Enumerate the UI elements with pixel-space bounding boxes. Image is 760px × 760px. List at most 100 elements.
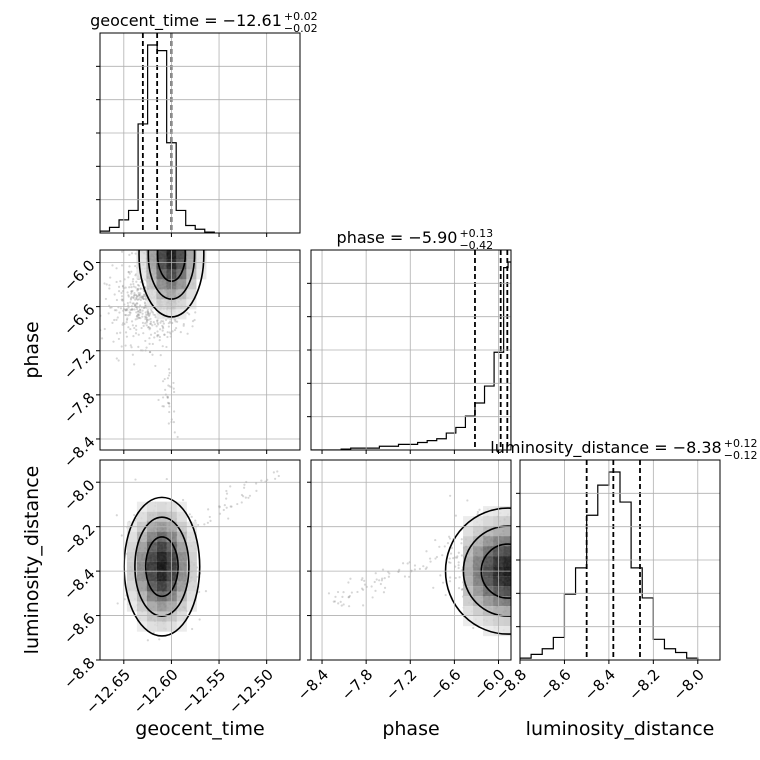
scatter-point [528,596,530,598]
density-cell [126,591,137,602]
scatter-point [162,247,164,249]
scatter-point [347,605,351,608]
scatter-point [229,505,232,508]
scatter-point [458,576,461,579]
panel-title-plus-geocent_time: +0.02 [284,10,318,23]
scatter-point [525,542,527,544]
scatter-point [533,512,535,514]
scatter-point [152,238,154,240]
scatter-point [149,322,152,325]
density-cell [513,526,523,536]
density-cell [146,531,157,542]
scatter-point [523,573,525,575]
density-cell [513,616,523,626]
scatter-point [152,313,155,316]
scatter-point [158,237,160,239]
scatter-point [512,559,514,561]
scatter-point [207,508,210,511]
scatter-points-phase-luminosity_distance [327,494,547,634]
scatter-point [130,320,134,323]
scatter-point [135,296,138,299]
scatter-point [532,536,534,538]
density-cell [166,581,177,592]
scatter-point [522,560,524,562]
scatter-point [526,581,528,583]
x-tick-label-luminosity_distance: −8.4 [581,666,619,704]
scatter-point [449,576,452,579]
scatter-point [133,294,136,297]
scatter-point [533,528,535,530]
scatter-point [511,560,513,562]
scatter-point [135,297,138,301]
scatter-point [140,295,143,298]
scatter-point [515,568,517,570]
density-cell [146,259,157,270]
scatter-point [513,539,515,541]
scatter-point [168,402,171,405]
scatter-point [518,581,520,583]
density-cell [156,561,167,572]
scatter-point [133,294,136,297]
scatter-point [529,583,531,585]
scatter-point [135,295,139,298]
scatter-point [154,316,157,319]
scatter-point [137,316,140,319]
scatter-point [526,546,528,548]
scatter-point [135,302,138,305]
scatter-point [146,319,149,322]
scatter-point [169,245,171,247]
scatter-point [164,388,167,391]
scatter-point [118,311,121,314]
scatter-point [336,590,340,594]
scatter-point [143,244,145,246]
scatter-point [383,586,387,589]
scatter-point [168,371,171,375]
scatter-point [532,588,534,590]
scatter-point [515,587,517,589]
scatter-point [147,326,150,329]
scatter-point [120,534,123,537]
scatter-point [139,294,142,297]
scatter-point [515,554,517,556]
scatter-point [513,574,515,576]
scatter-point [137,333,140,336]
scatter-point [255,489,258,493]
scatter-point [161,380,165,383]
scatter-point [418,567,422,570]
scatter-point [177,246,179,248]
scatter-point [131,289,134,293]
scatter-point [534,543,536,545]
density-cell [156,259,167,270]
scatter-point [159,354,162,357]
scatter-point [181,498,185,502]
scatter-point [535,594,537,596]
scatter-point [138,293,141,297]
scatter-point [544,572,546,574]
scatter-point [247,496,250,499]
density-cell [523,586,533,596]
density-cell [166,501,177,512]
scatter-point [198,618,201,621]
scatter-point [182,322,185,326]
scatter-point [130,290,133,293]
scatter-point [526,608,528,610]
scatter-point [137,313,140,316]
scatter-point [272,471,275,474]
scatter-point [530,535,532,537]
scatter-point [137,293,141,296]
scatter-point [545,536,547,538]
scatter-point [543,594,545,596]
scatter-point [543,529,545,531]
density-cell [136,601,147,612]
density-cell [463,616,474,627]
density-cell [493,506,504,517]
density-cell [136,259,147,270]
scatter-point [529,571,531,573]
density-cell [136,229,146,239]
scatter-point [534,553,536,555]
scatter-point [516,602,518,604]
scatter-point [174,234,176,236]
scatter-point [513,566,515,568]
scatter-point [128,311,131,314]
density-cell [176,239,186,249]
